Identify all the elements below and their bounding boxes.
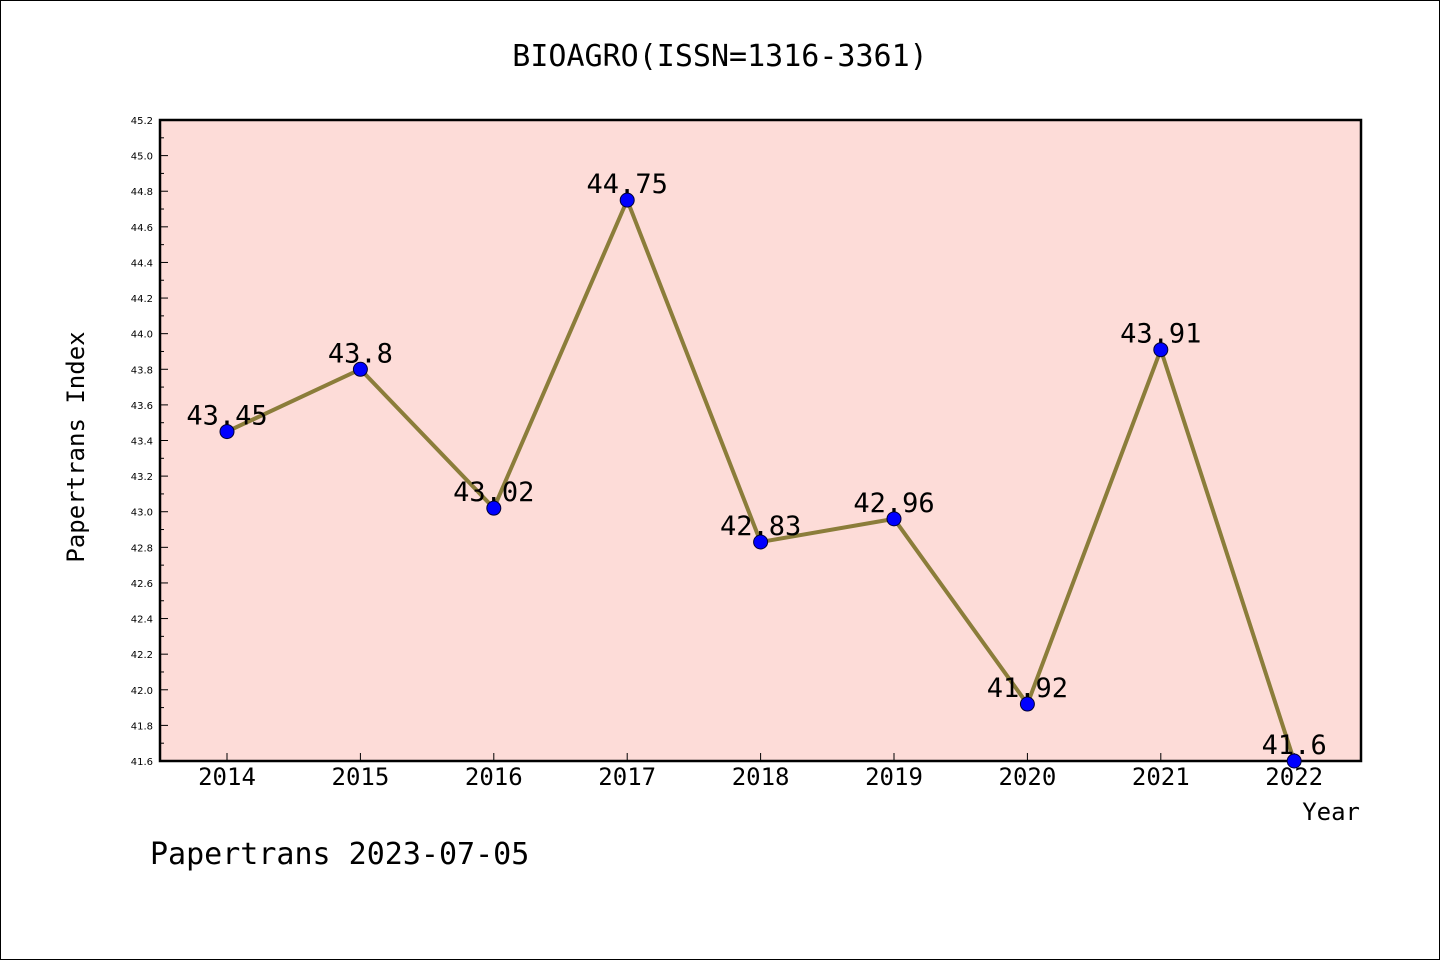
- y-tick-label: 42.2: [131, 650, 153, 661]
- x-tick-label: 2016: [465, 763, 523, 791]
- y-tick-label: 44.2: [131, 294, 153, 305]
- data-point: [1019, 696, 1035, 712]
- x-tick-label: 2020: [999, 763, 1057, 791]
- series-papertrans-index: [219, 192, 1302, 769]
- data-label: 42.96: [853, 488, 934, 519]
- y-tick-label: 43.2: [131, 472, 153, 483]
- y-tick-label: 42.0: [131, 686, 153, 697]
- x-tick-label: 2021: [1132, 763, 1190, 791]
- data-point: [886, 511, 902, 527]
- y-tick-label: 42.4: [131, 615, 153, 626]
- x-axis: 2014 2015 2016 2017 2018 2019 2020 2021 2022: [198, 753, 1323, 791]
- data-label: 43.02: [453, 477, 534, 508]
- y-axis: 41.6 41.8 42.0 42.2 42.4 42.6 42.8 43.0 43.2 43.4…: [131, 116, 168, 768]
- y-tick-label: 44.0: [131, 330, 153, 341]
- data-label: 42.83: [720, 511, 801, 542]
- x-tick-label: 2015: [332, 763, 390, 791]
- data-point: [619, 192, 635, 208]
- y-tick-label: 43.6: [131, 401, 153, 412]
- y-tick-label: 42.6: [131, 579, 153, 590]
- x-tick-label: 2017: [598, 763, 656, 791]
- x-tick-label: 2018: [732, 763, 790, 791]
- data-label: 43.91: [1120, 319, 1201, 350]
- y-tick-label: 44.8: [131, 187, 153, 198]
- data-label: 41.92: [987, 673, 1068, 704]
- plot-area: [158, 118, 1363, 763]
- chart-title: BIOAGRO(ISSN=1316-3361): [512, 39, 927, 74]
- data-point: [1153, 342, 1169, 358]
- footer-text: Papertrans 2023-07-05: [150, 837, 529, 872]
- y-tick-label: 43.8: [131, 365, 153, 376]
- x-tick-label: 2019: [865, 763, 923, 791]
- y-axis-label: Papertrans Index: [62, 331, 90, 562]
- data-label: 41.6: [1262, 730, 1327, 761]
- y-tick-label: 43.0: [131, 508, 153, 519]
- y-tick-label: 45.2: [131, 116, 153, 127]
- y-tick-label: 41.6: [131, 757, 153, 768]
- data-point: [1286, 753, 1302, 769]
- y-tick-label: 44.4: [131, 258, 153, 269]
- y-tick-label: 45.0: [131, 152, 153, 163]
- data-point: [486, 500, 502, 516]
- data-labels: 43.45 43.8 43.02 44.75 42.83 42.96 41.92 43.91 4…: [186, 169, 1326, 761]
- data-point: [219, 424, 235, 440]
- data-point: [352, 361, 368, 377]
- x-axis-label: Year: [1302, 798, 1360, 826]
- y-tick-label: 42.8: [131, 543, 153, 554]
- y-tick-label: 43.4: [131, 437, 153, 448]
- data-label: 43.45: [186, 401, 267, 432]
- x-tick-label: 2014: [198, 763, 256, 791]
- data-point: [753, 534, 769, 550]
- y-tick-label: 44.6: [131, 223, 153, 234]
- data-label: 44.75: [587, 169, 668, 200]
- y-tick-label: 41.8: [131, 721, 153, 732]
- data-label: 43.8: [328, 338, 393, 369]
